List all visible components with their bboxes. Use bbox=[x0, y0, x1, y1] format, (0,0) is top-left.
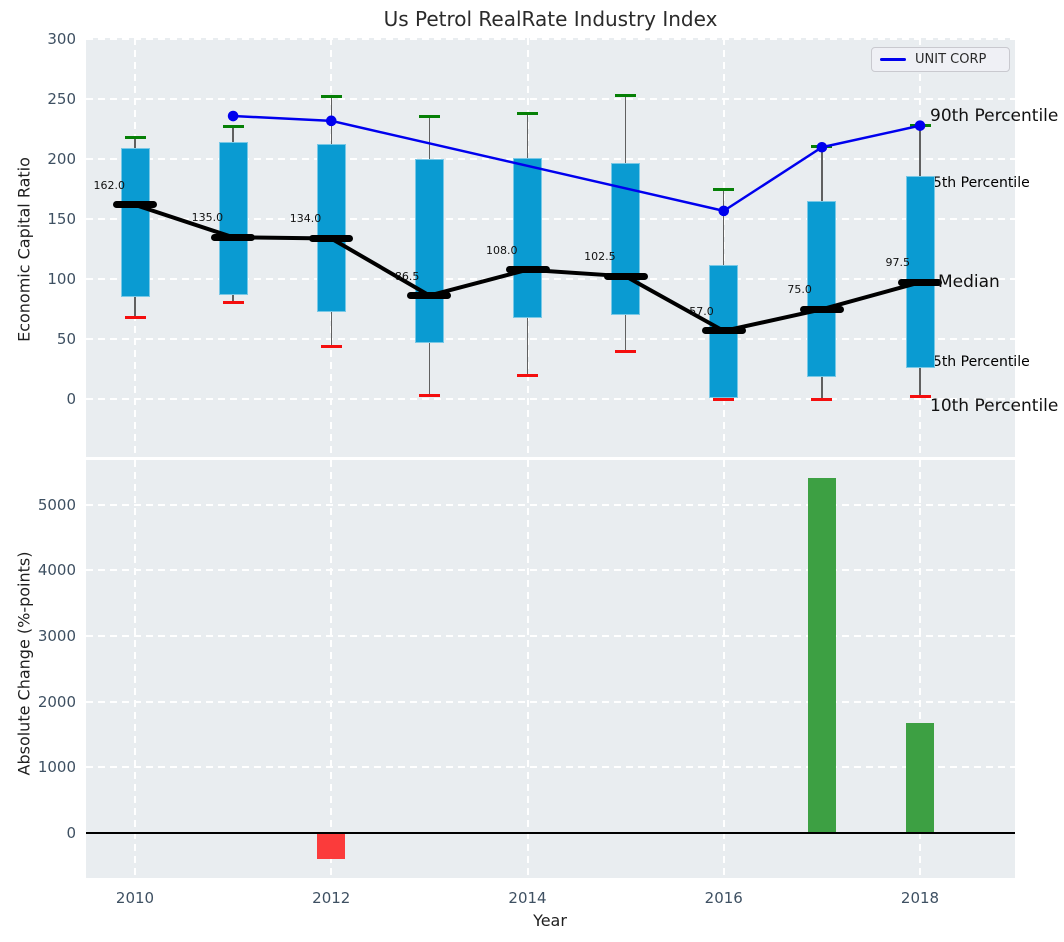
grid-line-h bbox=[86, 766, 1015, 768]
median-value-label: 75.0 bbox=[752, 283, 812, 296]
bottom-y-tick-label: 3000 bbox=[6, 628, 76, 644]
x-tick-label: 2014 bbox=[488, 889, 568, 907]
bottom-y-axis-label: Absolute Change (%-points) bbox=[15, 494, 34, 834]
p10-cap-2010 bbox=[125, 316, 146, 319]
median-marker-2010 bbox=[113, 201, 157, 208]
p90-cap-2012 bbox=[321, 95, 342, 98]
top-y-tick-label: 300 bbox=[6, 31, 76, 47]
p10-cap-2012 bbox=[321, 345, 342, 348]
median-value-label: 162.0 bbox=[65, 179, 125, 192]
p10-cap-2015 bbox=[615, 350, 636, 353]
grid-line-h bbox=[86, 569, 1015, 571]
grid-line-h bbox=[86, 98, 1015, 100]
iqr-box-2012 bbox=[317, 144, 346, 312]
bottom-y-tick-label: 2000 bbox=[6, 694, 76, 710]
bottom-plot-area bbox=[86, 460, 1015, 878]
median-value-label: 86.5 bbox=[359, 270, 419, 283]
annotation-median: Median bbox=[938, 272, 1000, 292]
grid-line-v bbox=[134, 460, 136, 878]
p90-cap-2010 bbox=[125, 136, 146, 139]
p10-cap-2017 bbox=[811, 398, 832, 401]
median-marker-2015 bbox=[604, 273, 648, 280]
x-tick-label: 2012 bbox=[291, 889, 371, 907]
bottom-y-tick-label: 1000 bbox=[6, 759, 76, 775]
x-axis-label: Year bbox=[450, 911, 650, 930]
zero-line bbox=[86, 832, 1015, 834]
median-marker-2011 bbox=[211, 234, 255, 241]
median-marker-2017 bbox=[800, 306, 844, 313]
annotation-25th-percentile: 25th Percentile bbox=[924, 354, 1030, 370]
bottom-y-tick-label: 0 bbox=[6, 825, 76, 841]
grid-line-h bbox=[86, 635, 1015, 637]
median-marker-2014 bbox=[506, 266, 550, 273]
median-marker-2018 bbox=[898, 279, 942, 286]
median-marker-2012 bbox=[309, 235, 353, 242]
bottom-y-tick-label: 4000 bbox=[6, 562, 76, 578]
median-value-label: 135.0 bbox=[163, 211, 223, 224]
top-y-tick-label: 250 bbox=[6, 91, 76, 107]
legend-label: UNIT CORP bbox=[915, 52, 986, 67]
p90-cap-2018 bbox=[910, 124, 931, 127]
x-tick-label: 2010 bbox=[95, 889, 175, 907]
p90-cap-2017 bbox=[811, 145, 832, 148]
p10-cap-2014 bbox=[517, 374, 538, 377]
top-y-tick-label: 100 bbox=[6, 271, 76, 287]
top-y-tick-label: 200 bbox=[6, 151, 76, 167]
top-plot-area: 75th Percentile 25th Percentile 90th Per… bbox=[86, 38, 1015, 457]
p90-cap-2014 bbox=[517, 112, 538, 115]
p10-cap-2016 bbox=[713, 398, 734, 401]
p90-cap-2013 bbox=[419, 115, 440, 118]
change-bar-2012 bbox=[317, 833, 345, 859]
median-value-label: 134.0 bbox=[261, 212, 321, 225]
x-tick-label: 2016 bbox=[684, 889, 764, 907]
legend: UNIT CORP bbox=[871, 47, 1010, 72]
annotation-90th-percentile: 90th Percentile bbox=[930, 106, 1058, 126]
iqr-box-2018 bbox=[906, 176, 935, 368]
iqr-box-2014 bbox=[513, 158, 542, 318]
change-bar-2017 bbox=[808, 478, 836, 833]
grid-line-v bbox=[527, 460, 529, 878]
grid-line-h bbox=[86, 398, 1015, 400]
change-bar-2018 bbox=[906, 723, 934, 833]
grid-line-h bbox=[86, 701, 1015, 703]
iqr-box-2015 bbox=[611, 163, 640, 315]
median-value-label: 97.5 bbox=[850, 256, 910, 269]
p10-cap-2011 bbox=[223, 301, 244, 304]
top-y-axis-label: Economic Capital Ratio bbox=[15, 80, 34, 420]
iqr-box-2013 bbox=[415, 159, 444, 343]
p90-cap-2011 bbox=[223, 125, 244, 128]
grid-line-v bbox=[330, 460, 332, 878]
median-value-label: 102.5 bbox=[556, 250, 616, 263]
x-tick-label: 2018 bbox=[880, 889, 960, 907]
median-marker-2016 bbox=[702, 327, 746, 334]
top-y-tick-label: 150 bbox=[6, 211, 76, 227]
p90-cap-2015 bbox=[615, 94, 636, 97]
chart-title: Us Petrol RealRate Industry Index bbox=[86, 7, 1015, 31]
figure: Us Petrol RealRate Industry Index Econom… bbox=[0, 0, 1064, 942]
median-value-label: 57.0 bbox=[654, 305, 714, 318]
company-marker bbox=[228, 111, 239, 122]
p10-cap-2013 bbox=[419, 394, 440, 397]
p10-cap-2018 bbox=[910, 395, 931, 398]
p90-cap-2016 bbox=[713, 188, 734, 191]
bottom-y-tick-label: 5000 bbox=[6, 497, 76, 513]
top-y-tick-label: 50 bbox=[6, 331, 76, 347]
grid-line-v bbox=[723, 460, 725, 878]
median-value-label: 108.0 bbox=[458, 244, 518, 257]
annotation-75th-percentile: 75th Percentile bbox=[924, 175, 1030, 191]
iqr-box-2010 bbox=[121, 148, 150, 297]
median-marker-2013 bbox=[407, 292, 451, 299]
grid-line-h bbox=[86, 338, 1015, 340]
legend-line-swatch bbox=[880, 58, 906, 61]
top-y-tick-label: 0 bbox=[6, 391, 76, 407]
grid-line-h bbox=[86, 504, 1015, 506]
grid-line-h bbox=[86, 38, 1015, 40]
annotation-10th-percentile: 10th Percentile bbox=[930, 396, 1058, 416]
